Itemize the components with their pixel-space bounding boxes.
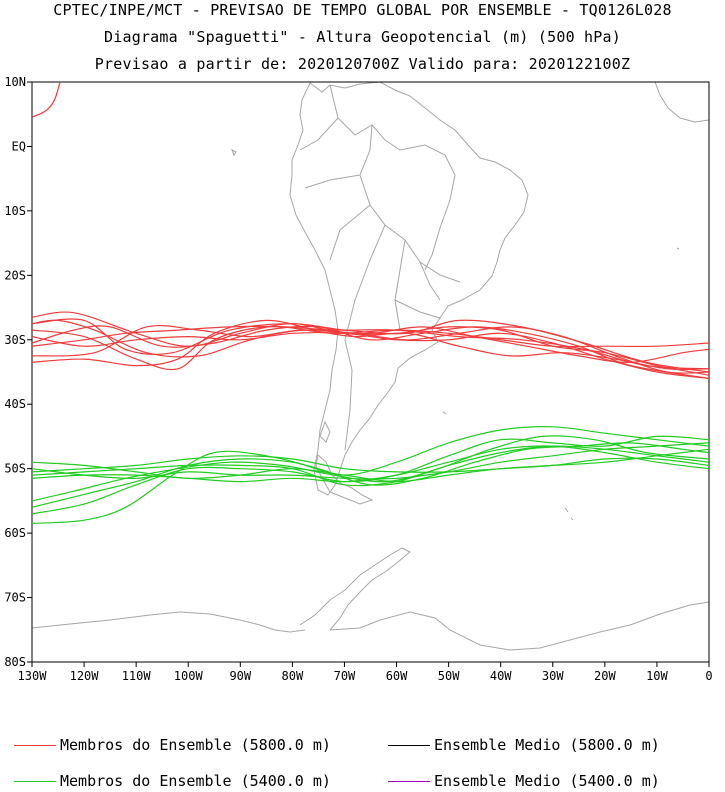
x-tick-label: 70W <box>334 669 356 683</box>
x-tick-label: 40W <box>490 669 512 683</box>
x-tick-label: 130W <box>18 669 48 683</box>
coastline-map <box>32 82 709 651</box>
legend-label: Membros do Ensemble (5400.0 m) <box>60 772 331 790</box>
legend-label: Ensemble Medio (5800.0 m) <box>434 736 660 754</box>
y-tick-label: 10N <box>4 75 26 89</box>
y-tick-label: EQ <box>12 139 26 153</box>
x-tick-label: 10W <box>646 669 668 683</box>
x-tick-label: 60W <box>386 669 408 683</box>
y-tick-label: 20S <box>4 268 26 282</box>
series-line <box>32 82 61 118</box>
legend-swatch <box>14 745 56 746</box>
tierra-del-fuego <box>315 420 374 505</box>
y-tick-label: 30S <box>4 333 26 347</box>
series-line <box>32 442 709 480</box>
extra-contour <box>32 82 61 118</box>
plot-axes: 130W 120W 110W 100W 90W 80W 70W 60W 50W 40W 30W 20W… <box>4 75 712 683</box>
y-tick-label: 60S <box>4 526 26 540</box>
small-islands <box>231 148 680 521</box>
legend-item-members-5400: Membros do Ensemble (5400.0 m) <box>14 772 331 790</box>
chart-title-line2: Diagrama "Spaguetti" - Altura Geopotenci… <box>104 28 621 46</box>
africa-coast <box>654 82 709 123</box>
chart-title-line1: CPTEC/INPE/MCT - PREVISAO DE TEMPO GLOBA… <box>53 1 672 19</box>
y-tick-label: 10S <box>4 204 26 218</box>
south-america-coast <box>289 82 529 496</box>
y-tick-label: 40S <box>4 397 26 411</box>
series-0 <box>32 311 709 379</box>
plot-frame <box>31 81 710 663</box>
y-tick-label: 50S <box>4 462 26 476</box>
country-borders <box>299 84 461 451</box>
x-tick-label: 30W <box>542 669 564 683</box>
series-line <box>32 435 709 515</box>
legend-item-members-5800: Membros do Ensemble (5800.0 m) <box>14 736 331 754</box>
series-line <box>32 442 709 524</box>
series-line <box>32 325 709 379</box>
y-tick-label: 70S <box>4 591 26 605</box>
x-tick-label: 20W <box>594 669 616 683</box>
series-1 <box>32 426 709 524</box>
series-group <box>32 311 709 524</box>
x-tick-label: 110W <box>122 669 152 683</box>
x-tick-label: 90W <box>229 669 251 683</box>
series-line <box>32 311 709 376</box>
x-tick-label: 80W <box>282 669 304 683</box>
chart-title-line3: Previsao a partir de: 2020120700Z Valido… <box>94 55 631 73</box>
legend-swatch <box>388 781 430 782</box>
legend-item-mean-5800: Ensemble Medio (5800.0 m) <box>388 736 660 754</box>
x-tick-label: 50W <box>438 669 460 683</box>
x-tick-label: 120W <box>70 669 100 683</box>
legend-label: Ensemble Medio (5400.0 m) <box>434 772 660 790</box>
series-line <box>32 325 709 348</box>
legend-item-mean-5400: Ensemble Medio (5400.0 m) <box>388 772 660 790</box>
series-line <box>32 426 709 508</box>
series-line <box>32 319 709 367</box>
series-line <box>32 435 709 502</box>
legend-label: Membros do Ensemble (5800.0 m) <box>60 736 331 754</box>
x-tick-label: 100W <box>174 669 204 683</box>
series-line <box>32 455 709 473</box>
series-line <box>32 445 709 487</box>
y-tick-label: 80S <box>4 655 26 669</box>
spaghetti-chart: 130W 120W 110W 100W 90W 80W 70W 60W 50W 40W 30W 20W… <box>4 75 712 683</box>
x-tick-label: 0 <box>705 669 712 683</box>
antarctic-coast <box>32 547 709 651</box>
series-line <box>32 318 709 373</box>
series-line <box>32 319 709 374</box>
legend-swatch <box>14 781 56 782</box>
legend-swatch <box>388 745 430 746</box>
